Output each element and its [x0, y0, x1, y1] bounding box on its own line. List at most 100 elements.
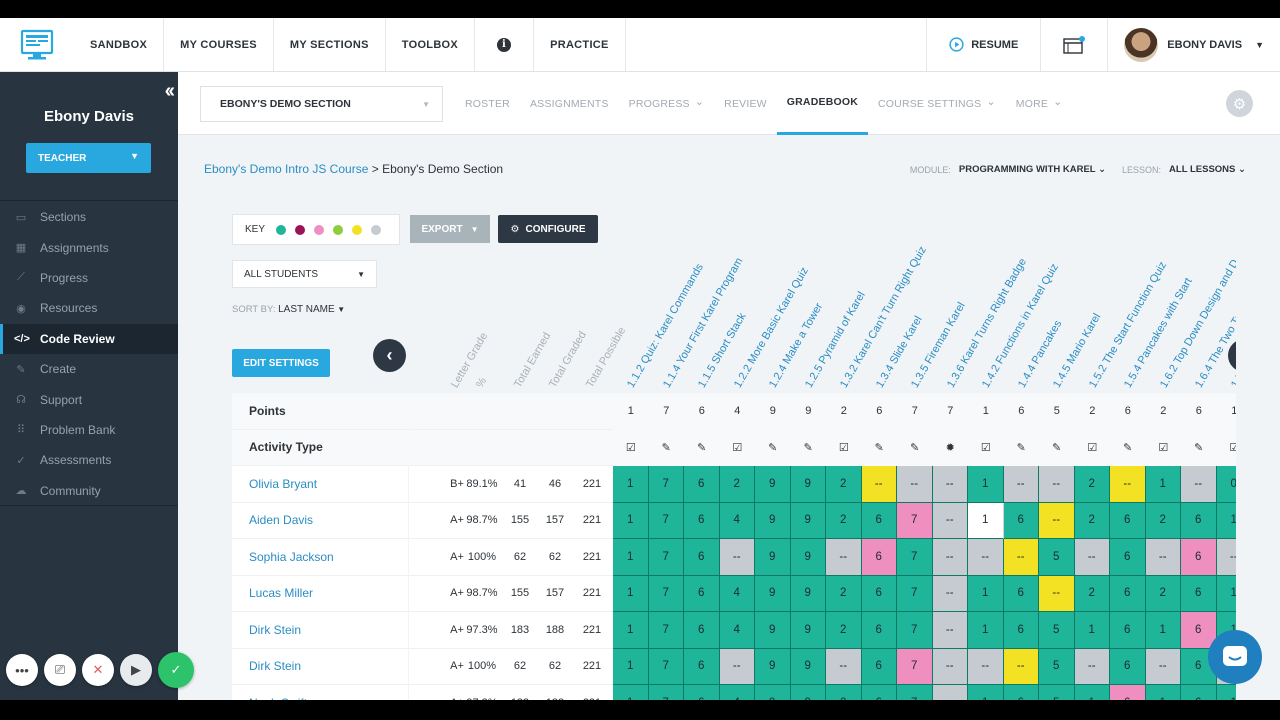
score-cell[interactable]: --	[1074, 648, 1110, 685]
score-cell[interactable]: 6	[1181, 612, 1217, 649]
score-cell[interactable]: --	[1074, 539, 1110, 576]
score-cell[interactable]: --	[932, 539, 968, 576]
score-cell[interactable]: 6	[1110, 648, 1146, 685]
score-cell[interactable]: 7	[897, 612, 933, 649]
sidebar-item-problem-bank[interactable]: ⠿ Problem Bank	[0, 415, 178, 445]
score-cell[interactable]: 2	[1074, 575, 1110, 612]
score-cell[interactable]: 5	[1039, 685, 1075, 700]
scroll-left-button[interactable]: ‹	[373, 339, 406, 372]
score-cell[interactable]: 1	[613, 539, 649, 576]
sidebar-item-assessments[interactable]: ✓ Assessments	[0, 445, 178, 475]
student-name-link[interactable]: Olivia Bryant	[232, 466, 408, 503]
sidebar-item-code-review[interactable]: </> Code Review	[0, 323, 178, 354]
score-cell[interactable]: --	[1003, 539, 1039, 576]
score-cell[interactable]: 1	[1145, 612, 1181, 649]
score-cell[interactable]: 9	[755, 685, 791, 700]
score-cell[interactable]: --	[1181, 466, 1217, 503]
score-cell[interactable]: 1	[1216, 502, 1236, 539]
score-cell[interactable]: 6	[1110, 612, 1146, 649]
score-cell[interactable]: 6	[861, 648, 897, 685]
score-cell[interactable]: --	[826, 648, 862, 685]
score-cell[interactable]: --	[1145, 539, 1181, 576]
score-cell[interactable]: 6	[861, 612, 897, 649]
score-cell[interactable]: 2	[826, 685, 862, 700]
score-cell[interactable]: 2	[1074, 502, 1110, 539]
tab-assignments[interactable]: ASSIGNMENTS	[520, 72, 619, 135]
sidebar-item-support[interactable]: ☊ Support	[0, 384, 178, 414]
score-cell[interactable]: 6	[684, 575, 720, 612]
score-cell[interactable]: 6	[684, 502, 720, 539]
more-button[interactable]: •••	[6, 654, 38, 686]
score-cell[interactable]: --	[932, 466, 968, 503]
score-cell[interactable]: 2	[1145, 575, 1181, 612]
score-cell[interactable]: 9	[755, 575, 791, 612]
edit-settings-button[interactable]: EDIT SETTINGS	[232, 349, 330, 377]
score-cell[interactable]: 9	[790, 685, 826, 700]
score-cell[interactable]: 2	[719, 466, 755, 503]
score-cell[interactable]: 9	[790, 648, 826, 685]
score-cell[interactable]: 6	[861, 685, 897, 700]
tab-review[interactable]: REVIEW	[714, 72, 777, 135]
student-name-link[interactable]: Dirk Stein	[232, 648, 408, 685]
score-cell[interactable]: 9	[790, 575, 826, 612]
score-cell[interactable]: 2	[1074, 466, 1110, 503]
score-cell[interactable]: --	[932, 575, 968, 612]
scroll-right-button[interactable]: ›	[1228, 339, 1236, 372]
score-cell[interactable]: 2	[826, 502, 862, 539]
codehs-logo[interactable]	[0, 18, 74, 71]
score-cell[interactable]: 9	[790, 502, 826, 539]
score-cell[interactable]: 2	[826, 612, 862, 649]
lesson-dropdown[interactable]: ALL LESSONS ⌄	[1169, 164, 1246, 175]
score-cell[interactable]: 1	[613, 466, 649, 503]
score-cell[interactable]: 0	[1216, 466, 1236, 503]
score-cell[interactable]: 6	[861, 575, 897, 612]
score-cell[interactable]: 7	[648, 575, 684, 612]
cancel-recording-button[interactable]: ✕	[82, 654, 114, 686]
score-cell[interactable]: 7	[897, 539, 933, 576]
resume-button[interactable]: RESUME	[926, 18, 1040, 71]
camera-button[interactable]: ⎚	[44, 654, 76, 686]
sidebar-item-community[interactable]: ☁ Community	[0, 476, 178, 506]
score-cell[interactable]: 1	[1074, 685, 1110, 700]
score-cell[interactable]: 1	[968, 685, 1004, 700]
score-cell[interactable]: 6	[1110, 539, 1146, 576]
score-cell[interactable]: 5	[1039, 612, 1075, 649]
score-cell[interactable]: 5	[1039, 648, 1075, 685]
activity-column-header[interactable]: 1.7	[1228, 370, 1237, 390]
score-cell[interactable]: --	[1145, 648, 1181, 685]
nav-practice[interactable]: PRACTICE	[534, 18, 626, 71]
score-cell[interactable]: 6	[1003, 612, 1039, 649]
tab-gradebook[interactable]: GRADEBOOK	[776, 72, 869, 135]
score-cell[interactable]: 9	[755, 502, 791, 539]
score-cell[interactable]: 6	[1181, 539, 1217, 576]
score-cell[interactable]: 1	[968, 612, 1004, 649]
score-cell[interactable]: 6	[684, 648, 720, 685]
score-cell[interactable]: 6	[1003, 685, 1039, 700]
score-cell[interactable]: 6	[1110, 685, 1146, 700]
score-cell[interactable]: --	[1039, 575, 1075, 612]
score-cell[interactable]: 9	[790, 539, 826, 576]
score-cell[interactable]: --	[861, 466, 897, 503]
score-cell[interactable]: --	[897, 466, 933, 503]
score-cell[interactable]: 1	[1145, 685, 1181, 700]
score-cell[interactable]: 4	[719, 502, 755, 539]
score-cell[interactable]: 6	[1003, 575, 1039, 612]
score-cell[interactable]: --	[932, 685, 968, 700]
pause-button[interactable]: ▶	[120, 654, 152, 686]
score-cell[interactable]: 1	[613, 685, 649, 700]
export-button[interactable]: EXPORT ▼	[410, 215, 490, 243]
score-cell[interactable]: 4	[719, 575, 755, 612]
score-cell[interactable]: 4	[719, 685, 755, 700]
score-cell[interactable]: 1	[613, 502, 649, 539]
score-cell[interactable]: 6	[684, 466, 720, 503]
sort-by[interactable]: SORT BY: LAST NAME ▼	[232, 304, 345, 315]
breadcrumb-course-link[interactable]: Ebony's Demo Intro JS Course	[204, 162, 369, 176]
score-cell[interactable]: 5	[1039, 539, 1075, 576]
score-cell[interactable]: 7	[648, 502, 684, 539]
score-cell[interactable]: 2	[1145, 502, 1181, 539]
tab-roster[interactable]: ROSTER	[455, 72, 520, 135]
score-cell[interactable]: 7	[648, 466, 684, 503]
role-dropdown[interactable]: TEACHER ▼	[26, 143, 151, 173]
score-cell[interactable]: --	[826, 539, 862, 576]
tab-course-settings[interactable]: COURSE SETTINGS ⌄	[868, 72, 1006, 135]
